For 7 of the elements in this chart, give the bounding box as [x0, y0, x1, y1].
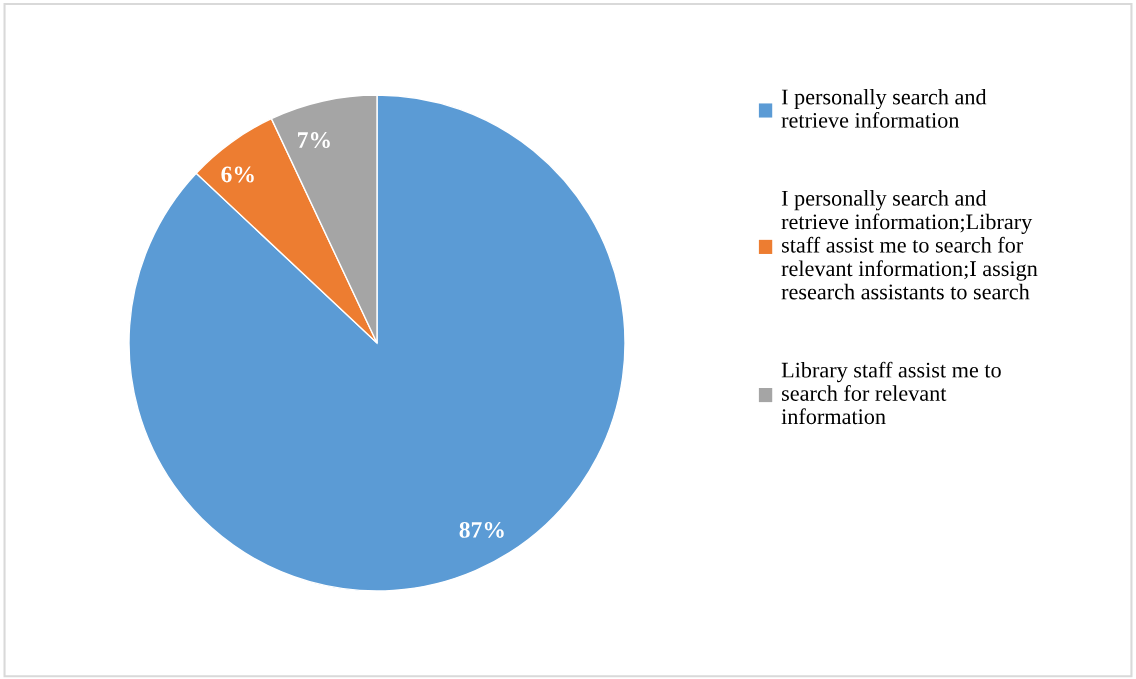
pie-slice [128, 94, 626, 592]
legend-label: I personally search and retrieve information;Library staff assist me to search for relevant information;I assign research assistants to search [781, 190, 1038, 300]
data-label: 7% [298, 132, 330, 149]
data-label: 87% [459, 521, 504, 538]
data-label: 6% [221, 166, 254, 183]
legend-label: I personally search and retrieve information [781, 88, 987, 128]
legend-label: Library staff assist me to search for relevant information [781, 361, 1001, 425]
